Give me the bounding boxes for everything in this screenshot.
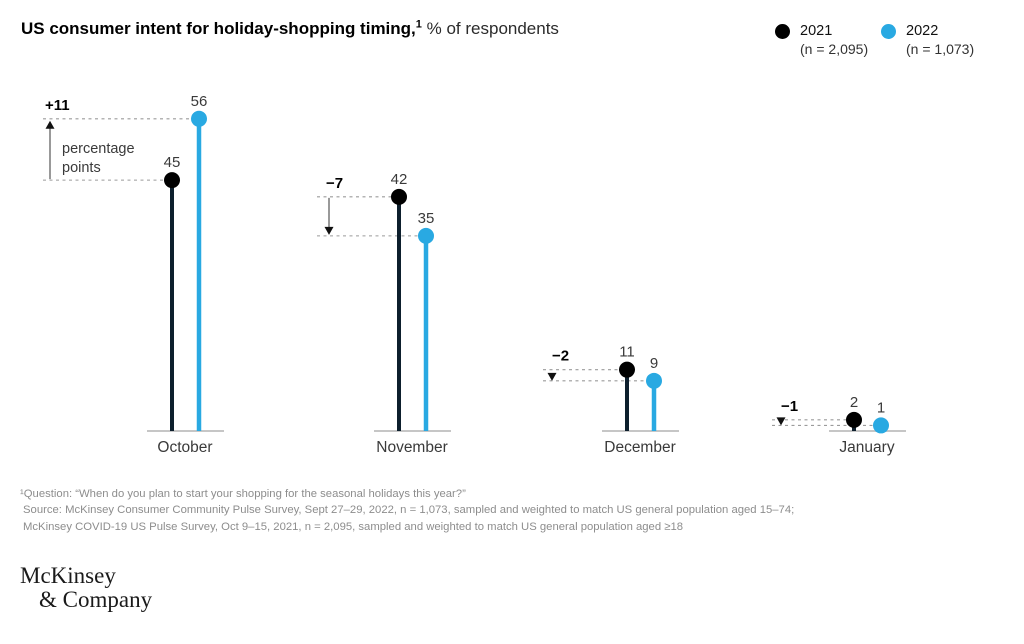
footnote-source-2: McKinsey COVID-19 US Pulse Survey, Oct 9… — [23, 520, 684, 533]
legend-dot-2021 — [775, 24, 790, 39]
chart-canvas: 45 56 +11 percentage points October 42 35 −7 Nove… — [43, 93, 906, 456]
footnotes: ¹Question: “When do you plan to start yo… — [20, 486, 794, 535]
arrow-down-icon — [324, 226, 334, 235]
value-label-2021-october: 45 — [164, 154, 181, 171]
value-label-2022-november: 35 — [418, 210, 435, 227]
legend-label-2021: 2021 — [800, 23, 833, 39]
dot-2021-november — [391, 188, 407, 205]
value-label-2022-october: 56 — [191, 93, 208, 110]
chart-title-main: US consumer intent for holiday-shopping … — [21, 19, 416, 38]
value-label-2021-january: 2 — [850, 394, 858, 411]
diff-note-line2: points — [62, 160, 101, 176]
chart-title-footnote-marker: 1 — [415, 18, 422, 31]
diff-label-november: −7 — [326, 175, 343, 192]
month-label-october: October — [157, 439, 212, 456]
dot-2021-january — [846, 411, 862, 428]
dot-2022-january — [873, 417, 889, 434]
chart-title-units: % of respondents — [421, 19, 559, 38]
dot-2021-october — [164, 172, 180, 189]
value-label-2022-january: 1 — [877, 399, 885, 416]
mckinsey-logo: McKinsey & Company — [20, 564, 152, 612]
legend-item-2022: 2022 (n = 1,073) — [881, 22, 974, 58]
legend-sample-2022: (n = 1,073) — [906, 41, 975, 57]
chart-title: US consumer intent for holiday-shopping … — [21, 19, 559, 39]
logo-line-2: & Company — [39, 587, 153, 612]
dot-2022-november — [418, 227, 434, 244]
value-label-2021-december: 11 — [619, 344, 635, 361]
value-label-2022-december: 9 — [650, 355, 658, 372]
footnote-source-1: Source: McKinsey Consumer Community Puls… — [23, 504, 795, 517]
diff-label-january: −1 — [781, 398, 798, 415]
footnote-question: ¹Question: “When do you plan to start yo… — [20, 488, 466, 500]
dot-2022-october — [191, 110, 207, 127]
month-label-november: November — [376, 439, 448, 456]
value-label-2021-november: 42 — [391, 171, 408, 188]
legend-dot-2022 — [881, 24, 896, 39]
diff-note-line1: percentage — [62, 141, 135, 157]
legend-label-2022: 2022 — [906, 23, 939, 39]
diff-label-october: +11 — [45, 97, 70, 114]
legend-sample-2021: (n = 2,095) — [800, 41, 869, 57]
dot-2022-december — [646, 372, 662, 389]
arrow-up-icon — [45, 120, 55, 129]
diff-label-december: −2 — [552, 348, 569, 365]
month-label-january: January — [839, 439, 894, 456]
dot-2021-december — [619, 361, 635, 378]
legend-item-2021: 2021 (n = 2,095) — [775, 22, 868, 58]
arrow-down-icon — [776, 417, 786, 426]
month-label-december: December — [604, 439, 676, 456]
logo-line-1: McKinsey — [20, 563, 116, 588]
arrow-down-icon — [547, 372, 557, 381]
